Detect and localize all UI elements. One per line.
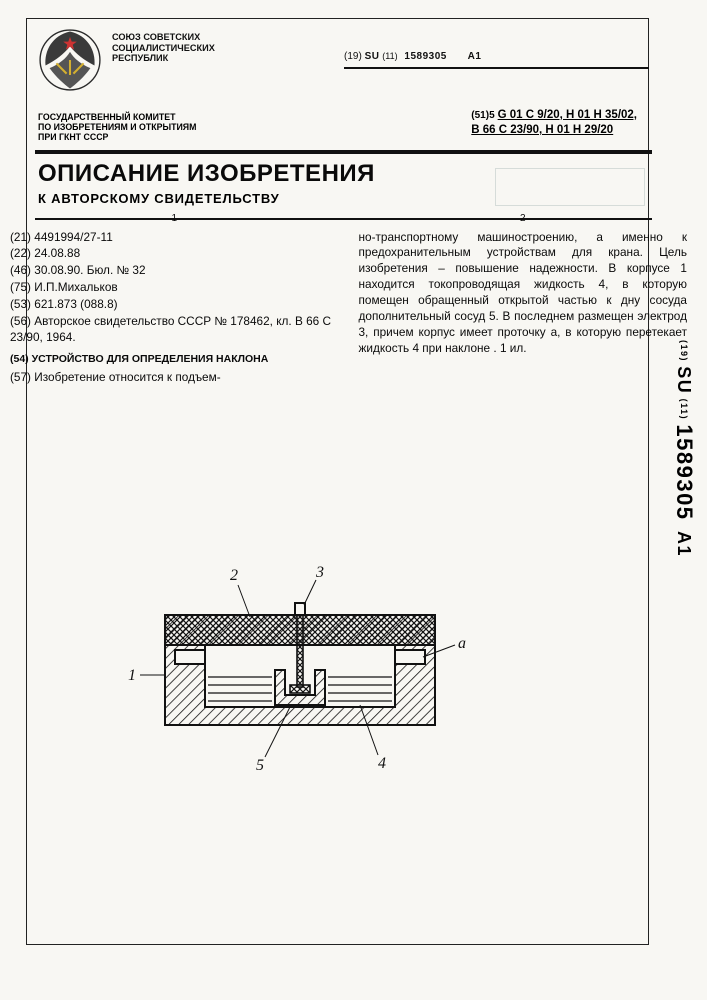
column-2: 2 но-транспортному машиностроению, а име… <box>359 212 688 386</box>
technical-drawing: 1 2 3 а 4 5 <box>120 545 480 775</box>
title-block: ОПИСАНИЕ ИЗОБРЕТЕНИЯ К АВТОРСКОМУ СВИДЕТ… <box>38 160 375 206</box>
side-prefix: (19) <box>679 340 689 362</box>
committee-label: ГОСУДАРСТВЕННЫЙ КОМИТЕТ ПО ИЗОБРЕТЕНИЯМ … <box>38 112 196 142</box>
ipc-codes: G 01 C 9/20, H 01 H 35/02, B 66 C 23/90,… <box>471 109 637 136</box>
state-emblem <box>36 26 104 94</box>
fig-label-1: 1 <box>128 667 136 684</box>
page-border <box>26 18 649 945</box>
fig-label-2: 2 <box>230 567 238 584</box>
col2-number: 2 <box>359 212 688 226</box>
column-1: 1 (21) 4491994/27-11 (22) 24.08.88 (46) … <box>10 212 339 386</box>
side-number: 1589305 <box>672 424 697 520</box>
field-56: (56) Авторское свидетельство СССР № 1784… <box>10 314 339 346</box>
publication-number-block: (19) SU (11) 1589305 A1 <box>344 46 649 69</box>
side-mid: (11) <box>679 399 689 421</box>
pub-country: SU <box>365 51 380 62</box>
ipc-classification: (51)5G 01 C 9/20, H 01 H 35/02, B 66 C 2… <box>471 108 637 138</box>
bibliographic-data: (21) 4491994/27-11 (22) 24.08.88 (46) 30… <box>10 230 339 346</box>
pub-prefix: (19) <box>344 51 362 62</box>
field-46: (46) 30.08.90. Бюл. № 32 <box>10 263 339 279</box>
header: СОЮЗ СОВЕТСКИХ СОЦИАЛИСТИЧЕСКИХ РЕСПУБЛИ… <box>30 20 667 30</box>
text-columns: 1 (21) 4491994/27-11 (22) 24.08.88 (46) … <box>10 212 687 386</box>
side-cc: SU <box>674 366 694 394</box>
pub-number: 1589305 <box>404 51 446 62</box>
field-53: (53) 621.873 (088.8) <box>10 297 339 313</box>
ipc-label: (51)5 <box>471 110 494 121</box>
field-75: (75) И.П.Михальков <box>10 280 339 296</box>
fig-label-5: 5 <box>256 757 264 774</box>
field-22: (22) 24.08.88 <box>10 246 339 262</box>
field-21: (21) 4491994/27-11 <box>10 230 339 246</box>
fig-label-a: а <box>458 635 466 652</box>
union-label: СОЮЗ СОВЕТСКИХ СОЦИАЛИСТИЧЕСКИХ РЕСПУБЛИ… <box>112 32 215 64</box>
abstract-text: но-транспортному машиностроению, а именн… <box>359 230 688 357</box>
invention-title: (54) УСТРОЙСТВО ДЛЯ ОПРЕДЕЛЕНИЯ НАКЛОНА <box>10 352 339 366</box>
col1-number: 1 <box>10 212 339 226</box>
pub-underline <box>344 67 649 69</box>
pub-mid: (11) <box>382 51 397 61</box>
header-rule-thick <box>35 150 652 154</box>
title-sub: К АВТОРСКОМУ СВИДЕТЕЛЬСТВУ <box>38 191 375 206</box>
abstract-lead: (57) Изобретение относится к подъем- <box>10 370 339 386</box>
pub-kind: A1 <box>468 51 482 62</box>
faint-stamp <box>495 168 645 206</box>
side-publication-code: (19) SU (11) 1589305 A1 <box>667 340 697 557</box>
fig-label-4: 4 <box>378 755 386 772</box>
fig-label-3: 3 <box>315 564 324 581</box>
title-main: ОПИСАНИЕ ИЗОБРЕТЕНИЯ <box>38 160 375 188</box>
side-kind: A1 <box>674 531 694 557</box>
